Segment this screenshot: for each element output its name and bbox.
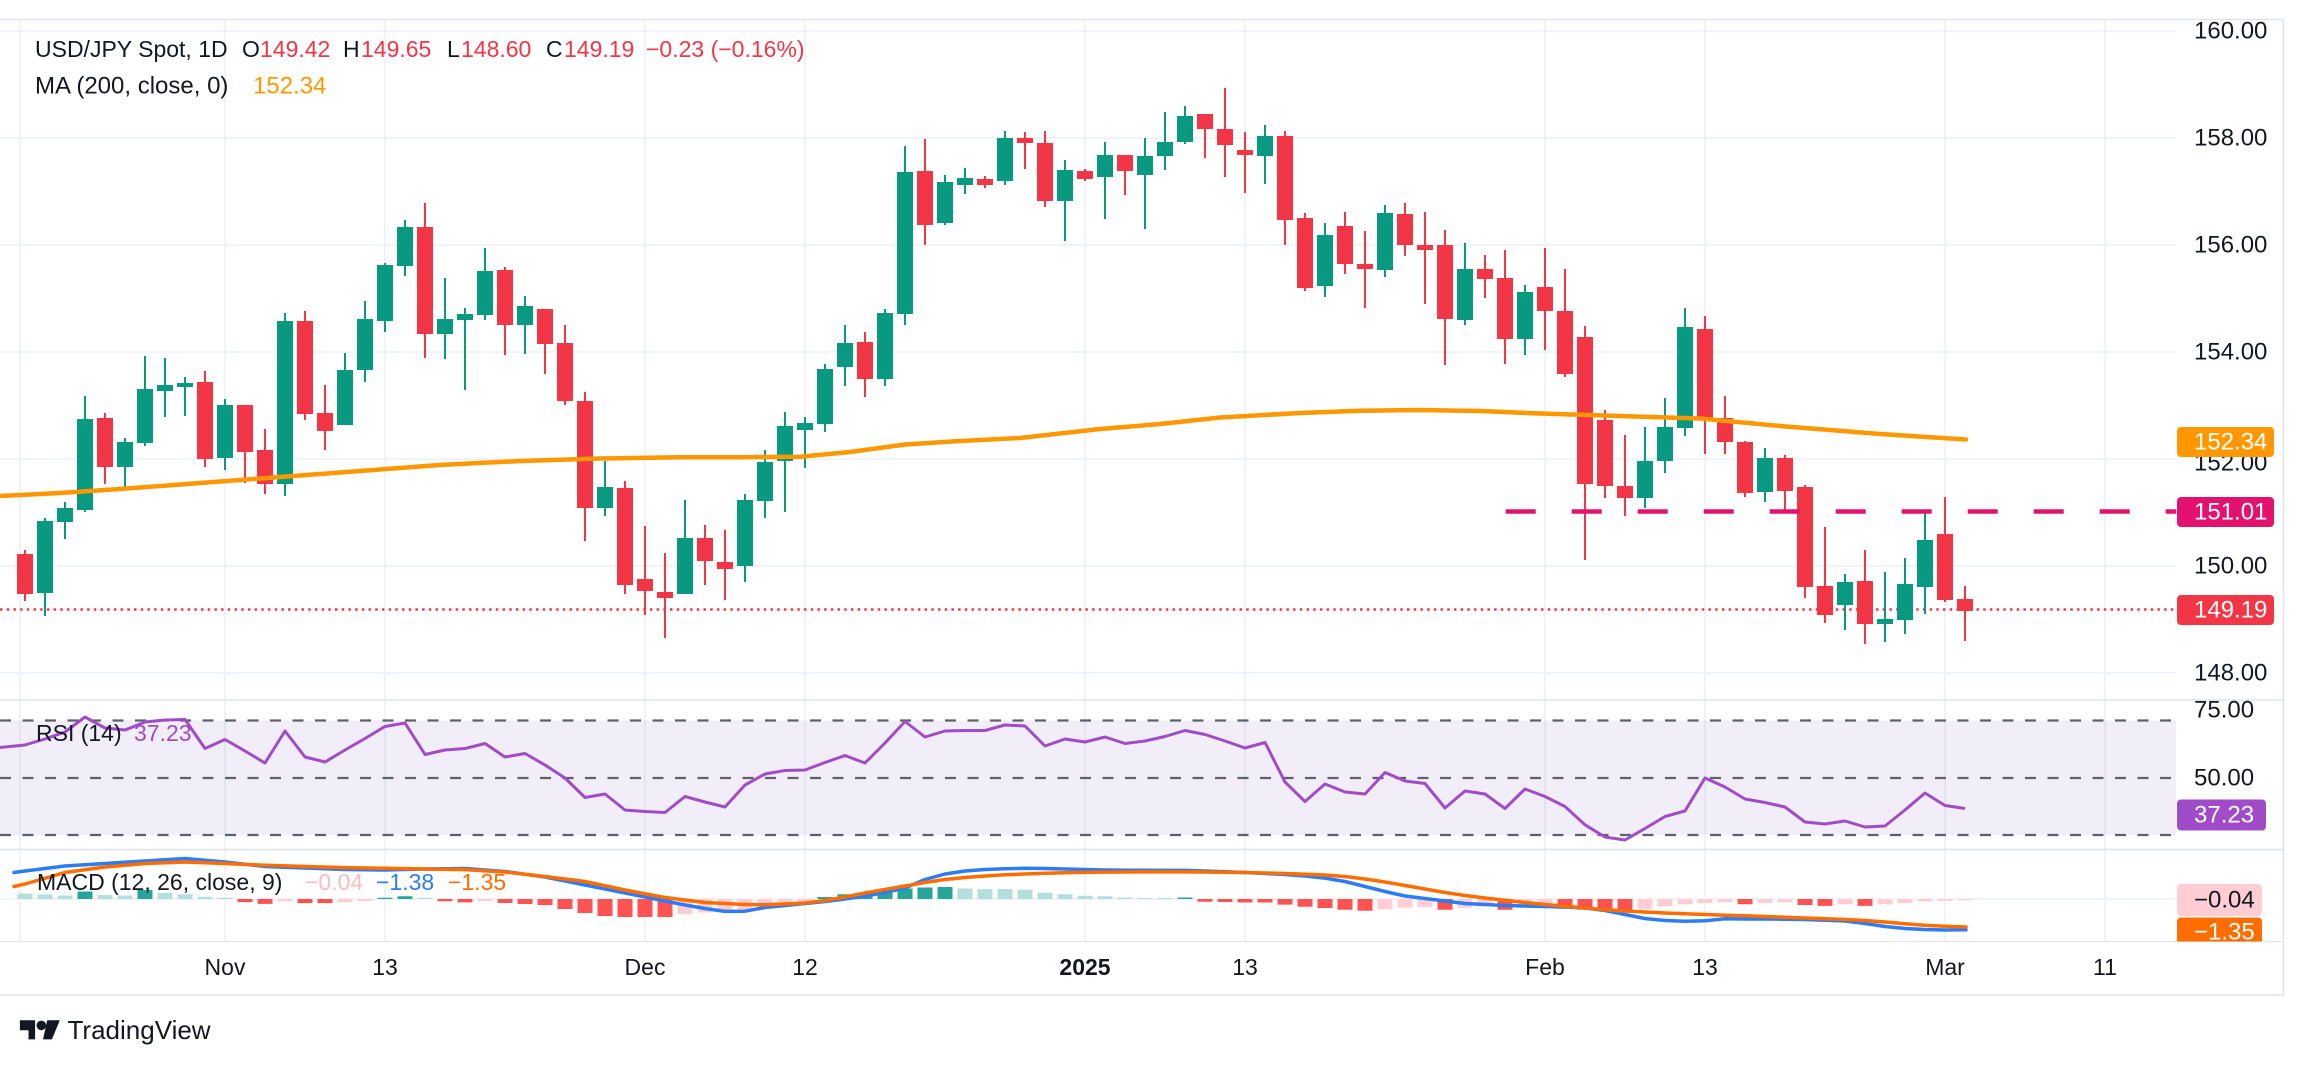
- svg-text:MACD (12, 26, close, 9): MACD (12, 26, close, 9): [37, 869, 282, 895]
- svg-text:154.00: 154.00: [2194, 339, 2267, 366]
- svg-text:−1.35: −1.35: [448, 869, 506, 895]
- svg-text:TradingView: TradingView: [68, 1015, 211, 1045]
- svg-text:149.65: 149.65: [361, 36, 431, 62]
- svg-text:H: H: [343, 36, 360, 62]
- svg-text:13: 13: [372, 954, 398, 980]
- svg-text:MA (200, close, 0): MA (200, close, 0): [35, 73, 228, 100]
- svg-text:2025: 2025: [1059, 954, 1110, 980]
- svg-text:C: C: [546, 36, 563, 62]
- svg-text:11: 11: [2093, 954, 2117, 980]
- svg-text:Mar: Mar: [1925, 954, 1965, 980]
- svg-text:Nov: Nov: [205, 954, 246, 980]
- svg-text:RSI (14): RSI (14): [36, 720, 122, 746]
- svg-text:156.00: 156.00: [2194, 232, 2267, 259]
- svg-text:158.00: 158.00: [2194, 125, 2267, 152]
- svg-text:−0.23 (−0.16%): −0.23 (−0.16%): [646, 36, 805, 62]
- svg-text:148.00: 148.00: [2194, 660, 2267, 687]
- svg-text:Dec: Dec: [625, 954, 666, 980]
- svg-text:152.34: 152.34: [2194, 429, 2267, 456]
- svg-text:12: 12: [792, 954, 818, 980]
- svg-text:USD/JPY Spot, 1D: USD/JPY Spot, 1D: [35, 36, 228, 62]
- svg-text:13: 13: [1232, 954, 1258, 980]
- svg-text:152.34: 152.34: [253, 73, 326, 100]
- svg-text:149.42: 149.42: [260, 36, 330, 62]
- svg-text:149.19: 149.19: [564, 36, 634, 62]
- svg-text:−1.35: −1.35: [2194, 919, 2255, 946]
- svg-text:13: 13: [1692, 954, 1718, 980]
- svg-text:−1.38: −1.38: [376, 869, 434, 895]
- svg-text:50.00: 50.00: [2194, 765, 2254, 792]
- svg-text:37.23: 37.23: [134, 720, 192, 746]
- svg-text:149.19: 149.19: [2194, 597, 2267, 624]
- svg-text:L: L: [447, 36, 460, 62]
- svg-text:−0.04: −0.04: [2194, 887, 2255, 914]
- svg-text:37.23: 37.23: [2194, 802, 2254, 829]
- svg-text:150.00: 150.00: [2194, 553, 2267, 580]
- svg-text:151.01: 151.01: [2194, 499, 2267, 526]
- svg-text:160.00: 160.00: [2194, 18, 2267, 45]
- svg-text:−0.04: −0.04: [305, 869, 363, 895]
- svg-text:75.00: 75.00: [2194, 697, 2254, 724]
- svg-text:Feb: Feb: [1525, 954, 1565, 980]
- svg-text:148.60: 148.60: [461, 36, 531, 62]
- svg-text:O: O: [242, 36, 260, 62]
